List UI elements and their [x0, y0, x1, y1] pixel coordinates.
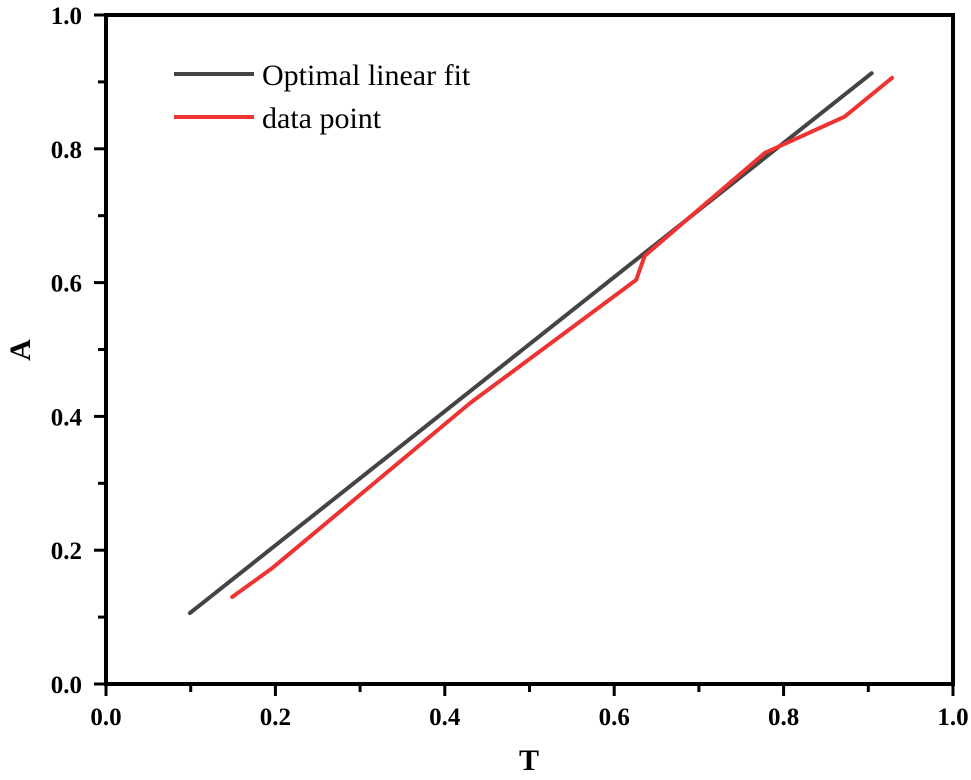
data-line [230, 75, 894, 599]
y-tick-label: 0.8 [51, 137, 82, 164]
y-axis-title: A [4, 339, 37, 361]
y-tick-label: 0.6 [51, 271, 82, 298]
fit-line [187, 71, 874, 616]
x-tick-label: 0.0 [90, 704, 121, 731]
y-tick-label: 0.2 [51, 538, 82, 565]
legend-label-data: data point [262, 102, 382, 135]
x-tick-label: 1.0 [937, 704, 968, 731]
x-tick-label: 0.6 [599, 704, 630, 731]
y-tick-label: 0.4 [51, 404, 83, 431]
y-tick-label: 0.0 [51, 672, 82, 699]
x-tick-label: 0.2 [260, 704, 291, 731]
x-tick-label: 0.4 [429, 704, 461, 731]
y-axis-ticks: 0.0 0.2 0.4 0.6 0.8 1.0 [51, 3, 106, 699]
legend-label-fit: Optimal linear fit [262, 59, 471, 92]
legend: Optimal linear fit data point [174, 59, 471, 135]
y-tick-label: 1.0 [51, 3, 82, 30]
series-layer [187, 71, 894, 616]
x-axis-ticks: 0.0 0.2 0.4 0.6 0.8 1.0 [90, 684, 969, 731]
x-axis-title: T [519, 744, 539, 777]
x-tick-label: 0.8 [768, 704, 799, 731]
